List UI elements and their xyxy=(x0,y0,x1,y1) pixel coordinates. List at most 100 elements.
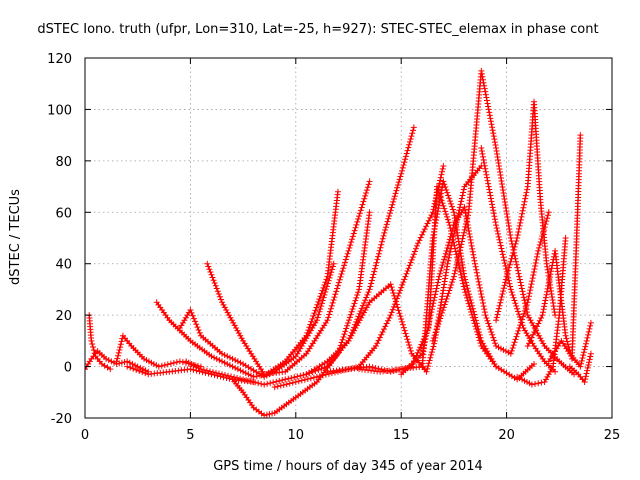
data-point xyxy=(456,247,463,254)
data-point xyxy=(412,245,419,252)
y-tick-label: -20 xyxy=(51,412,72,427)
data-point xyxy=(520,201,527,208)
data-point xyxy=(481,82,488,89)
data-point xyxy=(466,294,473,301)
data-point xyxy=(437,315,444,322)
data-point xyxy=(387,207,394,214)
data-point xyxy=(452,264,459,271)
data-point xyxy=(478,293,485,300)
data-point xyxy=(206,266,213,273)
data-point xyxy=(400,279,407,286)
data-point xyxy=(341,262,348,269)
data-point xyxy=(288,374,295,381)
data-point xyxy=(211,354,218,361)
data-point xyxy=(515,270,522,277)
data-point xyxy=(517,219,524,226)
series-line xyxy=(179,263,335,378)
data-point xyxy=(466,230,473,237)
data-point xyxy=(306,370,313,377)
data-point xyxy=(309,369,316,376)
data-point xyxy=(447,284,454,291)
data-point xyxy=(438,187,445,194)
data-point xyxy=(520,294,527,301)
data-point xyxy=(461,204,468,211)
data-point xyxy=(484,317,491,324)
data-point xyxy=(489,201,496,208)
data-point xyxy=(389,287,396,294)
data-point xyxy=(295,378,302,385)
data-point xyxy=(454,258,461,265)
data-point xyxy=(502,263,509,270)
data-point xyxy=(443,247,450,254)
data-point xyxy=(419,347,426,354)
data-point xyxy=(261,412,268,418)
data-point xyxy=(546,274,553,281)
data-point xyxy=(396,310,403,317)
data-point xyxy=(545,209,552,216)
data-point xyxy=(392,295,399,302)
data-point xyxy=(507,283,514,290)
data-point xyxy=(382,227,389,234)
data-point xyxy=(300,372,307,379)
data-point xyxy=(466,233,473,240)
data-point xyxy=(357,308,364,315)
data-point xyxy=(485,350,492,357)
data-point xyxy=(480,300,487,307)
data-point xyxy=(504,270,511,277)
data-point xyxy=(481,85,488,92)
data-point xyxy=(534,323,541,330)
data-point xyxy=(530,269,537,276)
data-point xyxy=(133,366,140,373)
data-point xyxy=(228,317,235,324)
data-point xyxy=(234,374,241,381)
data-point xyxy=(482,168,489,175)
data-point xyxy=(534,250,541,257)
data-point xyxy=(164,361,171,368)
data-point xyxy=(447,233,454,240)
data-point xyxy=(493,317,500,324)
data-point xyxy=(240,376,247,383)
data-point xyxy=(350,303,357,310)
data-point xyxy=(442,184,449,191)
data-point xyxy=(270,379,277,386)
data-point xyxy=(397,287,404,294)
data-point xyxy=(429,306,436,313)
data-point xyxy=(318,303,325,310)
data-point xyxy=(528,281,535,288)
data-point xyxy=(192,318,199,325)
data-point xyxy=(316,373,323,380)
data-point xyxy=(436,318,443,325)
data-point xyxy=(437,267,444,274)
data-point xyxy=(390,196,397,203)
data-point xyxy=(438,190,445,197)
data-point xyxy=(521,297,528,304)
data-point xyxy=(384,317,391,324)
data-point xyxy=(491,337,498,344)
data-point xyxy=(437,196,444,203)
data-point xyxy=(364,291,371,298)
data-point xyxy=(481,343,488,349)
data-point xyxy=(434,279,441,286)
data-point xyxy=(581,379,588,385)
data-point xyxy=(216,357,223,364)
data-point xyxy=(460,186,467,193)
data-point xyxy=(473,266,480,273)
data-point xyxy=(459,277,466,284)
data-point xyxy=(444,260,451,267)
data-point xyxy=(316,308,323,315)
data-point xyxy=(355,319,362,326)
data-point xyxy=(343,253,350,260)
data-point xyxy=(139,366,146,373)
data-point xyxy=(362,297,369,304)
data-point xyxy=(325,277,332,284)
data-point xyxy=(306,324,313,331)
data-point xyxy=(564,341,571,348)
data-point xyxy=(471,257,478,264)
data-point xyxy=(493,222,500,229)
data-point xyxy=(483,94,490,101)
data-point xyxy=(220,301,227,308)
data-point xyxy=(403,333,410,340)
data-point xyxy=(107,366,114,373)
data-point xyxy=(271,384,278,391)
data-point xyxy=(179,359,186,366)
